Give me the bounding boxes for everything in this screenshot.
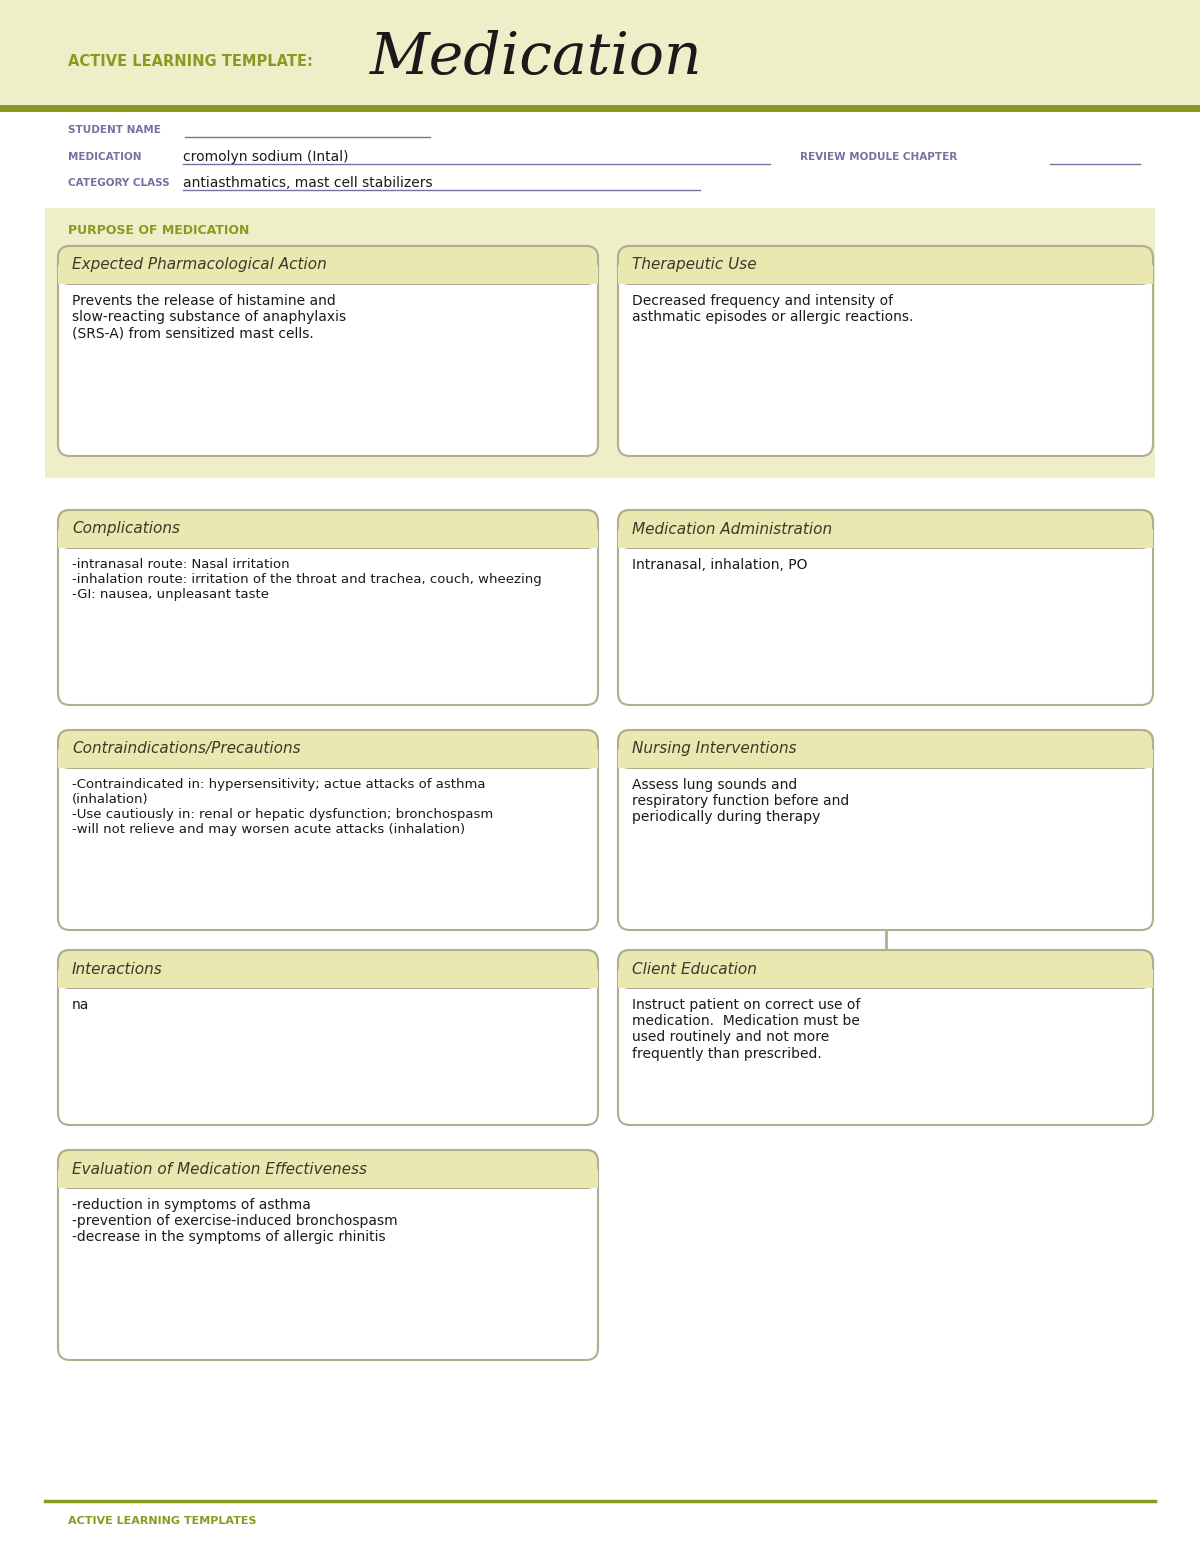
- Bar: [618, 266, 1153, 284]
- Text: PURPOSE OF MEDICATION: PURPOSE OF MEDICATION: [68, 224, 250, 236]
- Bar: [0, 109, 1200, 262]
- Bar: [58, 530, 598, 548]
- Bar: [618, 969, 1153, 988]
- Text: -Contraindicated in: hypersensitivity; actue attacks of asthma
(inhalation)
-Use: -Contraindicated in: hypersensitivity; a…: [72, 778, 493, 836]
- Text: -reduction in symptoms of asthma
-prevention of exercise-induced bronchospasm
-d: -reduction in symptoms of asthma -preven…: [72, 1197, 397, 1244]
- Text: REVIEW MODULE CHAPTER: REVIEW MODULE CHAPTER: [800, 152, 958, 162]
- FancyBboxPatch shape: [618, 950, 1153, 1124]
- Text: ACTIVE LEARNING TEMPLATE:: ACTIVE LEARNING TEMPLATE:: [68, 54, 313, 70]
- Text: antiasthmatics, mast cell stabilizers: antiasthmatics, mast cell stabilizers: [182, 175, 433, 189]
- Bar: [58, 1169, 598, 1188]
- Text: Evaluation of Medication Effectiveness: Evaluation of Medication Effectiveness: [72, 1162, 367, 1177]
- Text: Interactions: Interactions: [72, 961, 163, 977]
- FancyBboxPatch shape: [618, 509, 1153, 548]
- FancyBboxPatch shape: [58, 730, 598, 930]
- Text: Intranasal, inhalation, PO: Intranasal, inhalation, PO: [632, 558, 808, 572]
- Text: Therapeutic Use: Therapeutic Use: [632, 258, 757, 272]
- Text: MEDICATION: MEDICATION: [68, 152, 142, 162]
- FancyBboxPatch shape: [58, 1151, 598, 1188]
- Text: Nursing Interventions: Nursing Interventions: [632, 741, 797, 756]
- FancyBboxPatch shape: [618, 730, 1153, 769]
- Text: Complications: Complications: [72, 522, 180, 536]
- Bar: [58, 749, 598, 769]
- FancyBboxPatch shape: [58, 509, 598, 705]
- Bar: [0, 0, 1200, 109]
- FancyBboxPatch shape: [618, 950, 1153, 988]
- FancyBboxPatch shape: [58, 509, 598, 548]
- FancyBboxPatch shape: [58, 245, 598, 457]
- Text: Expected Pharmacological Action: Expected Pharmacological Action: [72, 258, 326, 272]
- Text: Decreased frequency and intensity of
asthmatic episodes or allergic reactions.: Decreased frequency and intensity of ast…: [632, 294, 913, 325]
- Bar: [46, 208, 1154, 478]
- FancyBboxPatch shape: [618, 730, 1153, 930]
- Text: na: na: [72, 999, 89, 1013]
- Text: STUDENT NAME: STUDENT NAME: [68, 124, 161, 135]
- FancyBboxPatch shape: [618, 509, 1153, 705]
- Text: Prevents the release of histamine and
slow-reacting substance of anaphylaxis
(SR: Prevents the release of histamine and sl…: [72, 294, 346, 340]
- Text: ACTIVE LEARNING TEMPLATES: ACTIVE LEARNING TEMPLATES: [68, 1516, 257, 1527]
- Text: Assess lung sounds and
respiratory function before and
periodically during thera: Assess lung sounds and respiratory funct…: [632, 778, 850, 825]
- FancyBboxPatch shape: [58, 245, 598, 284]
- Text: Medication: Medication: [370, 30, 703, 87]
- FancyBboxPatch shape: [618, 245, 1153, 284]
- Text: Instruct patient on correct use of
medication.  Medication must be
used routinel: Instruct patient on correct use of medic…: [632, 999, 860, 1061]
- Bar: [58, 266, 598, 284]
- FancyBboxPatch shape: [58, 1151, 598, 1360]
- FancyBboxPatch shape: [618, 245, 1153, 457]
- Text: Client Education: Client Education: [632, 961, 757, 977]
- FancyBboxPatch shape: [58, 950, 598, 1124]
- FancyBboxPatch shape: [58, 950, 598, 988]
- Bar: [618, 749, 1153, 769]
- Bar: [58, 969, 598, 988]
- Text: CATEGORY CLASS: CATEGORY CLASS: [68, 179, 169, 188]
- Text: cromolyn sodium (Intal): cromolyn sodium (Intal): [182, 151, 348, 165]
- Text: -intranasal route: Nasal irritation
-inhalation route: irritation of the throat : -intranasal route: Nasal irritation -inh…: [72, 558, 541, 601]
- Text: Medication Administration: Medication Administration: [632, 522, 832, 536]
- FancyBboxPatch shape: [58, 730, 598, 769]
- Text: Contraindications/Precautions: Contraindications/Precautions: [72, 741, 301, 756]
- Bar: [618, 530, 1153, 548]
